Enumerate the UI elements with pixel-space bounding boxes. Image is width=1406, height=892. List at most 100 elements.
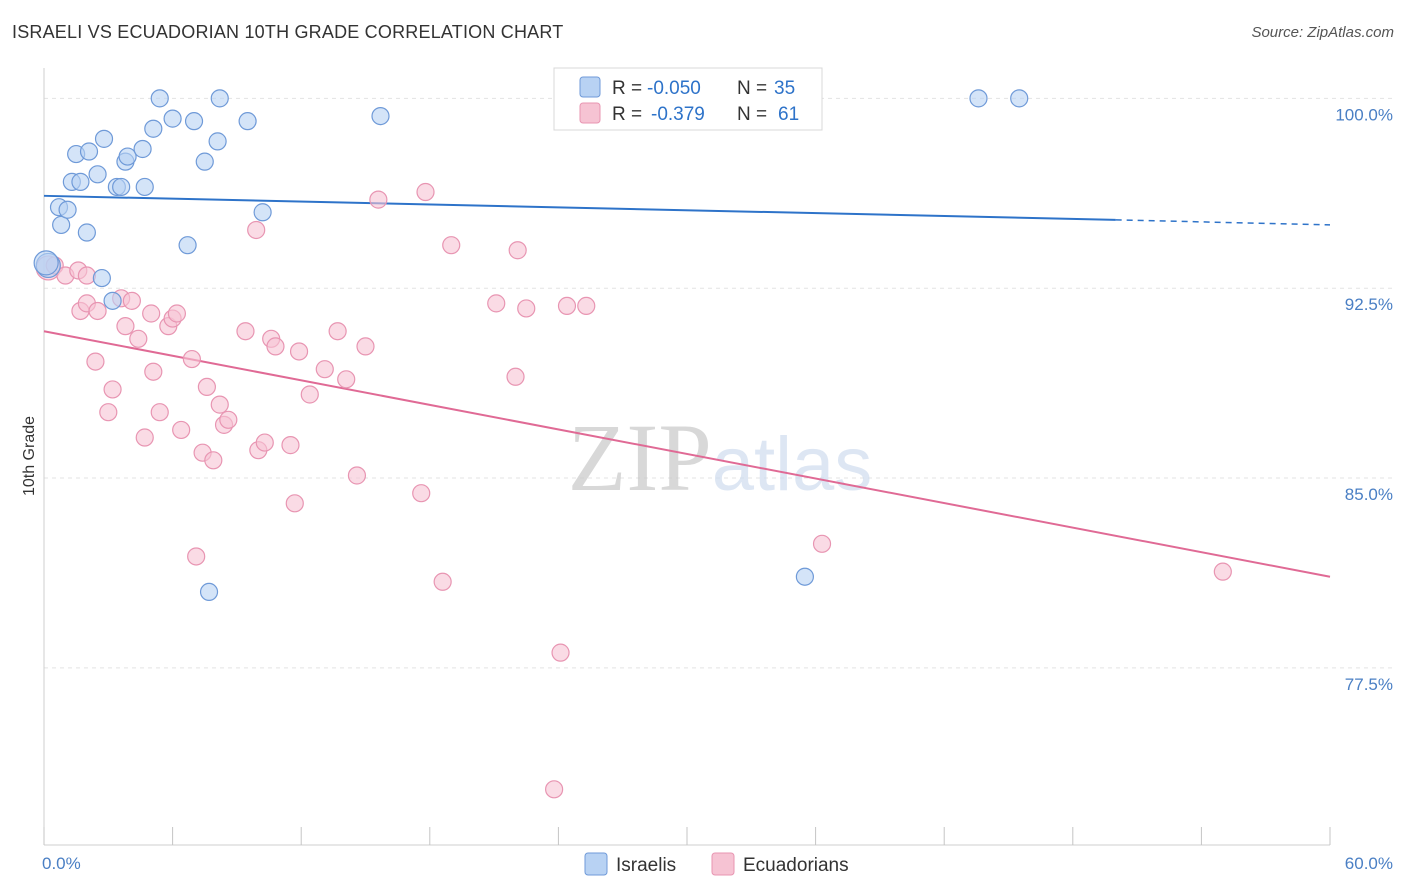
trend-line-ecuadorians bbox=[43, 330, 1331, 578]
bottom-legend-label-ecuadorians: Ecuadorians bbox=[743, 855, 849, 876]
legend-swatch-israelis bbox=[579, 76, 601, 98]
ecuadorians-point-31 bbox=[236, 322, 255, 341]
israelis-point-33 bbox=[1010, 89, 1029, 108]
ecuadorians-point-44 bbox=[347, 466, 367, 485]
series-legend: Israelis Ecuadorians bbox=[584, 852, 849, 876]
israelis-point-6 bbox=[71, 172, 90, 191]
israelis-point-32 bbox=[969, 89, 988, 108]
bottom-legend-swatch-ecuadorians bbox=[711, 852, 735, 876]
ecuadorians-point-51 bbox=[487, 294, 506, 313]
trend-lines bbox=[43, 194, 1331, 578]
israelis-point-10 bbox=[92, 268, 111, 288]
x-tick-labels: 0.0% 60.0% bbox=[42, 854, 1393, 873]
y-tick-labels: 100.0% 92.5% 85.0% 77.5% bbox=[1335, 105, 1393, 693]
ecuadorians-point-17 bbox=[144, 362, 163, 381]
legend-r-label-israelis: R = bbox=[612, 78, 642, 99]
ecuadorians-point-32 bbox=[247, 220, 266, 240]
ecuadorians-point-48 bbox=[416, 182, 435, 202]
ecuadorians-point-52 bbox=[506, 367, 525, 386]
legend-n-value-ecuadorians: 61 bbox=[778, 104, 799, 125]
bottom-legend-label-israelis: Israelis bbox=[616, 855, 676, 876]
y-tick-label-3: 77.5% bbox=[1345, 675, 1393, 694]
israelis-point-24 bbox=[195, 152, 214, 171]
israelis-point-28 bbox=[238, 112, 257, 131]
ecuadorians-point-26 bbox=[197, 377, 216, 396]
chart-source: Source: ZipAtlas.com bbox=[1251, 24, 1394, 41]
y-tick-label-1: 92.5% bbox=[1345, 295, 1393, 314]
ecuadorians-point-40 bbox=[300, 385, 319, 404]
israelis-point-31 bbox=[795, 567, 814, 586]
legend-n-label-israelis: N = bbox=[737, 78, 767, 99]
x-tick-label-1: 60.0% bbox=[1345, 854, 1393, 873]
israelis-points bbox=[33, 89, 1029, 602]
ecuadorians-point-27 bbox=[204, 451, 223, 470]
israelis-point-9 bbox=[88, 165, 107, 184]
israelis-point-25 bbox=[199, 582, 219, 602]
israelis-point-16 bbox=[118, 147, 137, 166]
israelis-point-11 bbox=[94, 129, 114, 148]
ecuadorians-point-16 bbox=[142, 304, 161, 323]
ecuadorians-point-34 bbox=[255, 433, 274, 452]
ecuadorians-point-8 bbox=[88, 301, 107, 321]
ecuadorians-point-4 bbox=[77, 266, 96, 285]
ecuadorians-point-60 bbox=[545, 780, 564, 799]
israelis-point-22 bbox=[178, 236, 197, 255]
ecuadorians-point-54 bbox=[517, 299, 536, 318]
ecuadorians-point-18 bbox=[150, 403, 169, 422]
ecuadorians-point-49 bbox=[433, 572, 452, 591]
ecuadorians-point-12 bbox=[116, 317, 135, 336]
ecuadorians-point-23 bbox=[182, 349, 201, 369]
x-tick-label-0: 0.0% bbox=[42, 854, 81, 873]
ecuadorians-point-39 bbox=[289, 342, 309, 361]
legend-r-label-ecuadorians: R = bbox=[612, 104, 642, 125]
israelis-point-26 bbox=[208, 132, 227, 151]
ecuadorians-point-46 bbox=[369, 190, 388, 209]
ecuadorians-point-36 bbox=[266, 337, 285, 356]
trend-line-israelis-extension bbox=[1115, 219, 1331, 226]
ecuadorians-point-58 bbox=[812, 534, 832, 553]
ecuadorians-point-14 bbox=[129, 329, 148, 348]
ecuadorians-point-24 bbox=[187, 547, 206, 566]
ecuadorians-point-7 bbox=[86, 352, 105, 371]
ecuadorians-point-30 bbox=[219, 410, 238, 429]
israelis-point-12 bbox=[103, 291, 122, 310]
watermark: ZIPatlas bbox=[568, 404, 873, 511]
israelis-point-21 bbox=[163, 109, 182, 128]
y-axis-label: 10th Grade bbox=[21, 416, 38, 496]
watermark-atlas: atlas bbox=[712, 422, 873, 507]
ecuadorians-point-57 bbox=[577, 296, 596, 316]
ecuadorians-point-22 bbox=[172, 420, 191, 440]
legend-r-value-israelis: -0.050 bbox=[647, 78, 701, 99]
ecuadorians-point-43 bbox=[337, 370, 356, 389]
ecuadorians-point-28 bbox=[210, 395, 229, 414]
israelis-point-17 bbox=[133, 139, 152, 159]
israelis-point-27 bbox=[210, 89, 229, 108]
ecuadorians-point-21 bbox=[167, 304, 186, 323]
bottom-legend-swatch-israelis bbox=[584, 852, 608, 876]
israelis-point-29 bbox=[253, 203, 272, 222]
ecuadorians-point-47 bbox=[412, 484, 431, 503]
israelis-point-20 bbox=[150, 89, 169, 108]
correlation-legend: R = -0.050 N = 35 R = -0.379 N = 61 bbox=[553, 67, 823, 131]
israelis-point-14 bbox=[112, 177, 131, 197]
israelis-point-30 bbox=[371, 106, 390, 126]
ecuadorians-point-45 bbox=[356, 337, 375, 356]
ecuadorians-point-55 bbox=[551, 643, 570, 662]
israelis-point-19 bbox=[144, 119, 163, 138]
israelis-point-18 bbox=[135, 177, 154, 197]
ecuadorians-point-56 bbox=[557, 296, 577, 316]
y-tick-label-0: 100.0% bbox=[1335, 105, 1393, 124]
israelis-point-34 bbox=[33, 250, 59, 276]
ecuadorians-point-10 bbox=[103, 380, 122, 399]
ecuadorians-point-41 bbox=[315, 360, 334, 379]
israelis-point-3 bbox=[58, 200, 77, 219]
chart-title: ISRAELI VS ECUADORIAN 10TH GRADE CORRELA… bbox=[12, 22, 564, 42]
legend-n-label-ecuadorians: N = bbox=[737, 104, 767, 125]
israelis-point-2 bbox=[52, 215, 71, 235]
israelis-point-8 bbox=[77, 223, 96, 242]
ecuadorians-point-37 bbox=[281, 436, 300, 455]
legend-swatch-ecuadorians bbox=[579, 102, 601, 124]
ecuadorians-point-42 bbox=[328, 322, 347, 341]
ecuadorians-point-50 bbox=[442, 236, 461, 255]
